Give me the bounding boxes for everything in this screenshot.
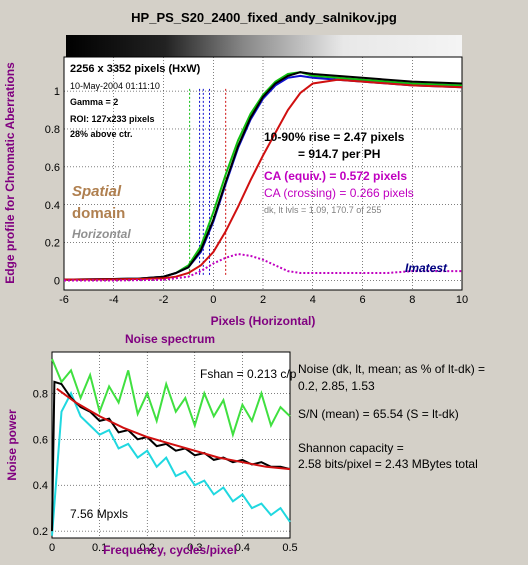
edge-gradient-strip [66, 35, 462, 57]
noise-xtick-label: 0 [49, 542, 55, 554]
noise-series-1 [51, 390, 291, 536]
edge-xtick-label: 8 [409, 294, 415, 306]
noise-xtick-label: 0.2 [140, 542, 155, 554]
edge-ytick-label: 0.2 [45, 238, 60, 250]
edge-xtick-label: 4 [310, 294, 316, 306]
noise-series-0 [51, 358, 291, 439]
edge-grid [63, 57, 463, 290]
imatest-brand: Imatest [405, 261, 448, 275]
rise-text: 10-90% rise = 2.47 pixels [264, 130, 405, 144]
sn-text: S/N (mean) = 65.54 (S = lt-dk) [298, 407, 459, 421]
noise-xtick-label: 0.5 [282, 542, 297, 554]
edge-ytick-label: 0.4 [45, 200, 60, 212]
edge-xtick-label: -2 [159, 294, 169, 306]
dk-lt-text: dk, lt lvls = 1.09, 170.7 of 255 [264, 205, 381, 215]
edge-ytick-label: 0.8 [45, 124, 60, 136]
fshan-text: Fshan = 0.213 c/p [200, 367, 297, 381]
spatial-label: Spatial [72, 183, 122, 200]
noise-spectrum-chart: 0 0.1 0.2 0.3 0.4 0.5 0.2 0.4 0.6 0.8 Fshan = 0.2… [5, 351, 298, 557]
noise-ytick-label: 0.8 [33, 388, 48, 400]
info-above-ctr: 28% above ctr. [70, 129, 133, 139]
edge-series-2 [63, 71, 463, 281]
edge-ytick-label: 0 [54, 276, 60, 288]
info-size: 2256 x 3352 pixels (HxW) [70, 63, 201, 75]
edge-xtick-label: 2 [260, 294, 266, 306]
edge-ytick-label: 0.6 [45, 162, 60, 174]
edge-xtick-label: 10 [456, 294, 468, 306]
noise-ytick-label: 0.2 [33, 526, 48, 538]
ca-equiv-text: CA (equiv.) = 0.572 pixels [264, 169, 407, 183]
noise-series-3 [56, 387, 291, 471]
domain-label: domain [72, 205, 125, 222]
noise-ytick-label: 0.4 [33, 480, 48, 492]
edge-xtick-label: -4 [109, 294, 119, 306]
mpxls-text: 7.56 Mpxls [70, 507, 128, 521]
noise-title: Noise spectrum [125, 332, 215, 346]
noise-xtick-label: 0.1 [92, 542, 107, 554]
noise-ylabel: Noise power [5, 409, 19, 481]
noise-ticks: 0 0.1 0.2 0.3 0.4 0.5 0.2 0.4 0.6 0.8 [33, 388, 298, 554]
edge-ylabel: Edge profile for Chromatic Aberrations [3, 62, 17, 284]
edge-series-3 [63, 78, 463, 281]
noise-xlabel: Frequency, cycles/pixel [103, 543, 237, 557]
edge-xtick-label: -6 [59, 294, 69, 306]
edge-lines [63, 71, 463, 282]
info-gamma: Gamma = 2 [70, 97, 118, 107]
noise-xtick-label: 0.3 [187, 542, 202, 554]
noise-stats-line2: 0.2, 2.85, 1.53 [298, 379, 375, 393]
shannon-line1: Shannon capacity = [298, 441, 404, 455]
info-roi: ROI: 127x233 pixels [70, 114, 155, 124]
edge-profile-chart: -6 -4 -2 0 2 4 6 8 10 0 0.2 0.4 0.6 0.8 1 2256 x 3352 … [3, 56, 468, 328]
edge-ytick-label: 1 [54, 86, 60, 98]
noise-ytick-label: 0.6 [33, 434, 48, 446]
shannon-line2: 2.58 bits/pixel = 2.43 MBytes total [298, 457, 478, 471]
ca-crossing-text: CA (crossing) = 0.266 pixels [264, 186, 414, 200]
noise-stats-line1: Noise (dk, lt, mean; as % of lt-dk) = [298, 362, 485, 376]
edge-xtick-label: 0 [210, 294, 216, 306]
info-date: 10-May-2004 01:11:10 [70, 81, 160, 91]
edge-xlabel: Pixels (Horizontal) [211, 314, 316, 328]
noise-xtick-label: 0.4 [235, 542, 250, 554]
edge-ticks: -6 -4 -2 0 2 4 6 8 10 0 0.2 0.4 0.6 0.8 1 [45, 86, 468, 306]
noise-lines [51, 358, 291, 536]
edge-xtick-label: 6 [359, 294, 365, 306]
per-ph-text: = 914.7 per PH [298, 147, 380, 161]
horizontal-label: Horizontal [72, 227, 131, 241]
noise-grid [51, 352, 291, 538]
report-title: HP_PS_S20_2400_fixed_andy_salnikov.jpg [131, 10, 397, 25]
